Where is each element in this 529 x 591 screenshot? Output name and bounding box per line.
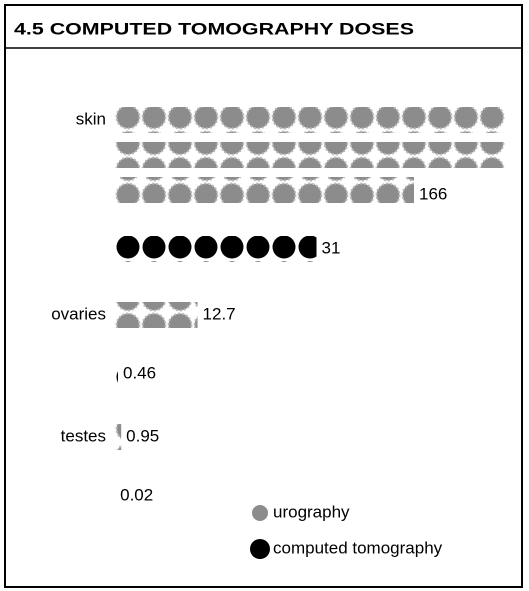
chart-title: 4.5 COMPUTED TOMOGRAPHY DOSES	[14, 19, 414, 38]
glyph-row	[115, 424, 122, 450]
glyph-row	[115, 236, 317, 262]
pictogram-bar	[115, 361, 118, 387]
value-label: 166	[419, 184, 447, 203]
category-label: testes	[61, 426, 106, 445]
value-label: 0.95	[126, 426, 159, 445]
pictogram-bar	[115, 424, 122, 450]
value-label: 0.02	[120, 485, 153, 504]
legend-label: urography	[273, 502, 350, 521]
category-label: skin	[76, 109, 106, 128]
glyph-row	[115, 361, 118, 387]
value-label: 0.46	[123, 363, 156, 382]
glyph-row	[115, 177, 414, 203]
legend-swatch	[250, 539, 270, 559]
glyph-row	[115, 302, 198, 328]
pictogram-bar	[115, 236, 317, 262]
category-label: ovaries	[51, 304, 106, 323]
legend-label: computed tomography	[273, 538, 443, 557]
glyph-row	[115, 107, 505, 133]
legend-swatch	[252, 505, 268, 521]
glyph-row	[115, 142, 505, 168]
pictogram-bar	[115, 107, 505, 203]
value-label: 12.7	[203, 304, 236, 323]
pictogram-bar	[115, 302, 198, 328]
frame	[4, 4, 523, 588]
value-label: 31	[322, 238, 341, 257]
